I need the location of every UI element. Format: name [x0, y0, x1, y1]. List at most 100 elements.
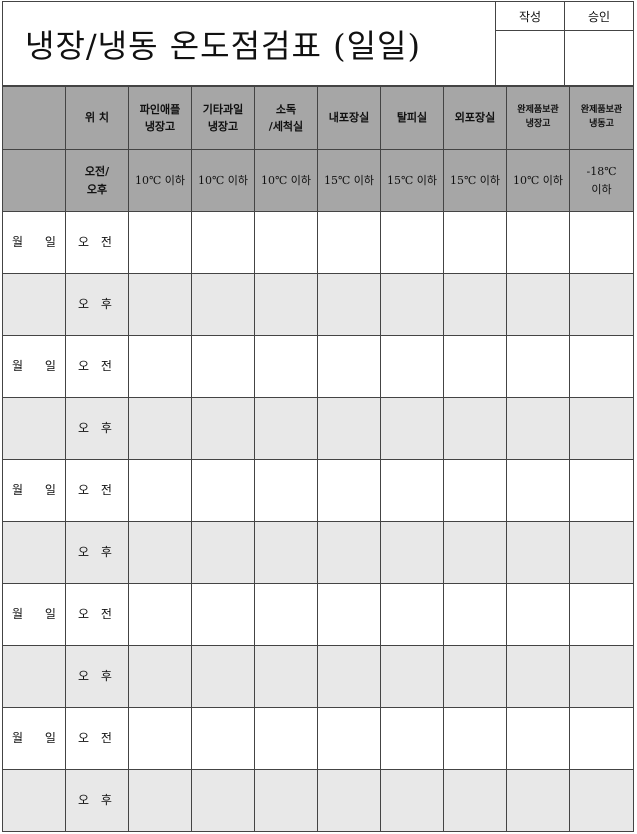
temperature-input-cell[interactable] — [569, 335, 634, 398]
temperature-input-cell[interactable] — [380, 645, 444, 708]
temperature-input-cell[interactable] — [191, 583, 255, 646]
written-sign-cell[interactable] — [495, 30, 565, 86]
temperature-input-cell[interactable] — [443, 769, 507, 832]
temperature-input-cell[interactable] — [569, 211, 634, 274]
temperature-input-cell[interactable] — [128, 769, 192, 832]
temperature-input-cell[interactable] — [569, 397, 634, 460]
temperature-input-cell[interactable] — [317, 335, 381, 398]
corner-cell — [2, 149, 66, 212]
temperature-input-cell[interactable] — [569, 645, 634, 708]
temperature-input-cell[interactable] — [380, 397, 444, 460]
temperature-input-cell[interactable] — [443, 583, 507, 646]
temperature-input-cell[interactable] — [380, 769, 444, 832]
temperature-input-cell[interactable] — [443, 707, 507, 770]
temperature-input-cell[interactable] — [128, 397, 192, 460]
temperature-input-cell[interactable] — [569, 273, 634, 336]
temperature-input-cell[interactable] — [191, 707, 255, 770]
temperature-input-cell[interactable] — [128, 521, 192, 584]
temperature-input-cell[interactable] — [506, 645, 570, 708]
temperature-input-cell[interactable] — [191, 335, 255, 398]
day-label — [2, 273, 66, 336]
temperature-input-cell[interactable] — [506, 335, 570, 398]
temperature-input-cell[interactable] — [380, 335, 444, 398]
temperature-input-cell[interactable] — [191, 273, 255, 336]
temperature-input-cell[interactable] — [317, 273, 381, 336]
temperature-input-cell[interactable] — [191, 645, 255, 708]
temperature-input-cell[interactable] — [443, 397, 507, 460]
standard-cell: 10℃ 이하 — [506, 149, 570, 212]
temperature-input-cell[interactable] — [380, 583, 444, 646]
temperature-input-cell[interactable] — [443, 273, 507, 336]
temperature-input-cell[interactable] — [128, 707, 192, 770]
standard-cell: 10℃ 이하 — [191, 149, 255, 212]
temperature-input-cell[interactable] — [569, 707, 634, 770]
temperature-input-cell[interactable] — [506, 397, 570, 460]
temperature-input-cell[interactable] — [317, 459, 381, 522]
temperature-input-cell[interactable] — [506, 769, 570, 832]
temperature-input-cell[interactable] — [506, 211, 570, 274]
temperature-input-cell[interactable] — [317, 211, 381, 274]
temperature-input-cell[interactable] — [443, 459, 507, 522]
temperature-input-cell[interactable] — [191, 769, 255, 832]
temperature-input-cell[interactable] — [506, 707, 570, 770]
approved-sign-cell[interactable] — [564, 30, 634, 86]
col-header: 탈피실 — [380, 86, 444, 150]
table-row: 오 후 — [2, 273, 634, 336]
temperature-input-cell[interactable] — [254, 521, 318, 584]
corner-cell — [2, 86, 66, 150]
temperature-input-cell[interactable] — [506, 583, 570, 646]
temperature-input-cell[interactable] — [443, 335, 507, 398]
temperature-input-cell[interactable] — [380, 707, 444, 770]
temperature-input-cell[interactable] — [128, 459, 192, 522]
am-label: 오 전 — [65, 583, 129, 646]
temperature-input-cell[interactable] — [191, 397, 255, 460]
temperature-input-cell[interactable] — [128, 645, 192, 708]
temperature-input-cell[interactable] — [254, 707, 318, 770]
temperature-input-cell[interactable] — [128, 211, 192, 274]
temperature-input-cell[interactable] — [254, 459, 318, 522]
temperature-input-cell[interactable] — [569, 769, 634, 832]
col-header: 외포장실 — [443, 86, 507, 150]
temperature-input-cell[interactable] — [317, 397, 381, 460]
temperature-input-cell[interactable] — [128, 583, 192, 646]
temperature-input-cell[interactable] — [254, 273, 318, 336]
temperature-input-cell[interactable] — [191, 459, 255, 522]
written-label: 작성 — [495, 1, 565, 31]
temperature-input-cell[interactable] — [254, 583, 318, 646]
temperature-input-cell[interactable] — [317, 707, 381, 770]
header-row: 위 치 파인애플 냉장고 기타과일 냉장고 소독 /세척실 내포장실 탈피실 외… — [2, 86, 634, 150]
temperature-input-cell[interactable] — [443, 645, 507, 708]
temperature-input-cell[interactable] — [380, 211, 444, 274]
page-title: 냉장/냉동 온도점검표 (일일) — [25, 26, 421, 65]
temperature-input-cell[interactable] — [380, 521, 444, 584]
temperature-input-cell[interactable] — [317, 645, 381, 708]
temperature-input-cell[interactable] — [569, 583, 634, 646]
temperature-input-cell[interactable] — [128, 273, 192, 336]
temperature-input-cell[interactable] — [317, 583, 381, 646]
temperature-input-cell[interactable] — [569, 521, 634, 584]
standard-cell: 15℃ 이하 — [317, 149, 381, 212]
standard-cell: 15℃ 이하 — [443, 149, 507, 212]
temperature-input-cell[interactable] — [380, 273, 444, 336]
temperature-input-cell[interactable] — [380, 459, 444, 522]
temperature-input-cell[interactable] — [254, 211, 318, 274]
temperature-input-cell[interactable] — [128, 335, 192, 398]
pm-label: 오 후 — [65, 645, 129, 708]
temperature-input-cell[interactable] — [506, 459, 570, 522]
temperature-input-cell[interactable] — [443, 521, 507, 584]
temperature-input-cell[interactable] — [191, 521, 255, 584]
temperature-input-cell[interactable] — [317, 769, 381, 832]
temperature-input-cell[interactable] — [254, 335, 318, 398]
temperature-input-cell[interactable] — [443, 211, 507, 274]
temperature-input-cell[interactable] — [506, 273, 570, 336]
temperature-input-cell[interactable] — [191, 211, 255, 274]
temperature-input-cell[interactable] — [506, 521, 570, 584]
standard-cell: 10℃ 이하 — [254, 149, 318, 212]
temperature-input-cell[interactable] — [254, 397, 318, 460]
temperature-input-cell[interactable] — [254, 769, 318, 832]
temperature-input-cell[interactable] — [254, 645, 318, 708]
temperature-input-cell[interactable] — [317, 521, 381, 584]
temperature-input-cell[interactable] — [569, 459, 634, 522]
